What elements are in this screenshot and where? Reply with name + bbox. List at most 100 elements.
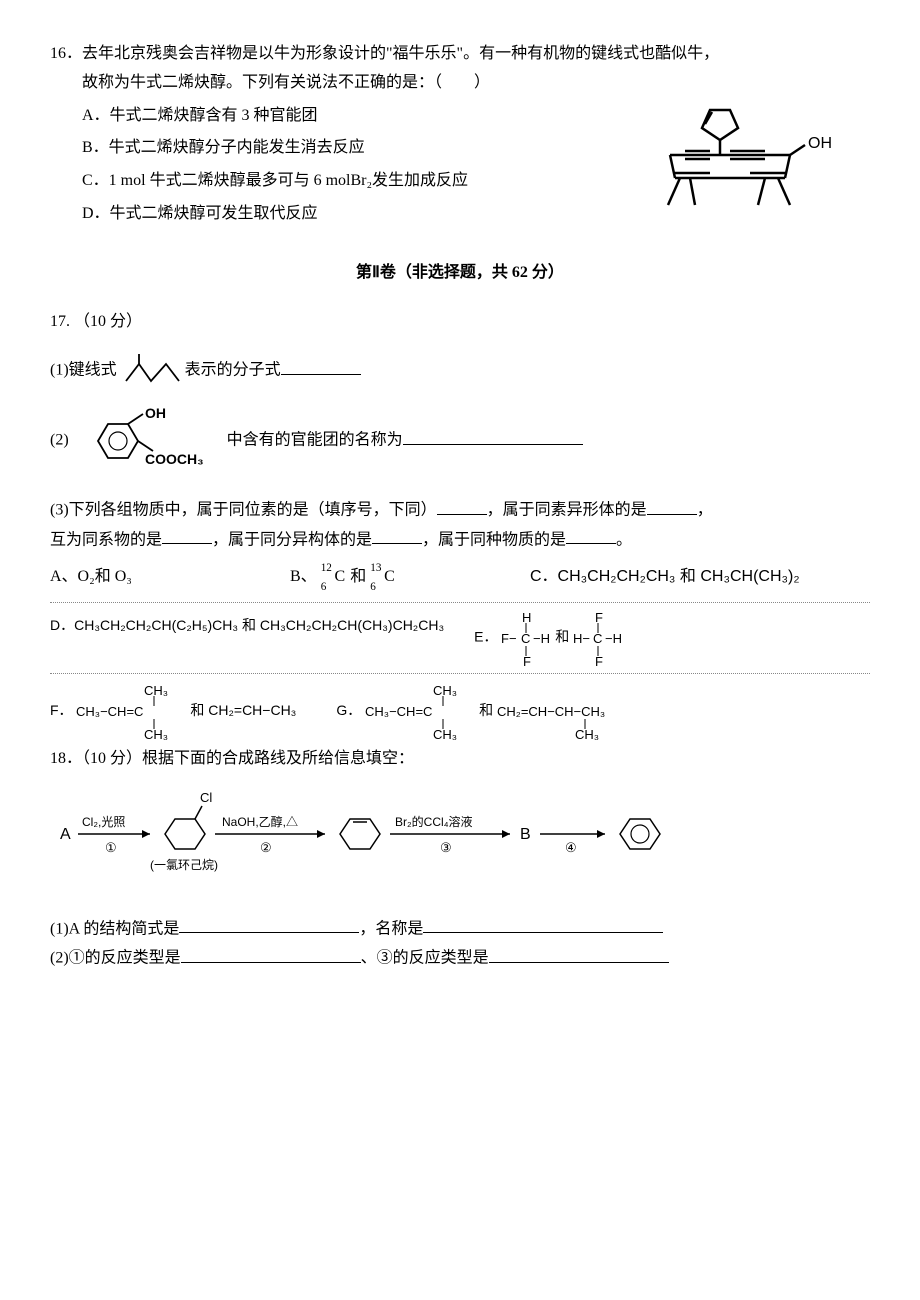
isotope-c13-icon: 136C [370,563,396,592]
synthesis-scheme-icon: A Cl₂,光照 ① Cl (一氯环己烷) NaOH,乙醇,△ ② [50,784,770,884]
q16-stem-line1: 去年北京残奥会吉祥物是以牛为形象设计的"福牛乐乐"。有一种有机物的键线式也酷似牛… [82,45,719,62]
q18-number: 18．（10 分）根据下面的合成路线及所给信息填空： [50,745,870,774]
q18-p1b: ，名称是 [359,920,423,937]
svg-text:Cl₂,光照: Cl₂,光照 [82,815,125,829]
blank-field [423,915,663,934]
svg-text:(一氯环己烷): (一氯环己烷) [150,858,218,872]
q17-part3: (3)下列各组物质中，属于同位素的是（填序号，下同） ，属于同素异形体的是 ， 互为… [50,496,870,739]
svg-text:C: C [521,631,530,646]
oh-text: OH [145,405,166,421]
q17-p3-1a: (3)下列各组物质中，属于同位素的是（填序号，下同） [50,502,437,519]
optg-pre: G． [336,702,361,718]
blank-field [281,356,361,375]
blank-field [566,526,616,545]
cooch3-text: COOCH₃ [145,451,204,467]
q17-p3-2a: 互为同系物的是 [50,531,162,548]
q17-opt-d: D．CH₃CH₂CH₂CH(C₂H₅)CH₃ 和 CH₃CH₂CH₂CH(CH₃… [50,613,444,638]
q16-stem: 16．去年北京残奥会吉祥物是以牛为形象设计的"福牛乐乐"。有一种有机物的键线式也… [50,40,870,69]
optb-and: 和 [350,568,366,585]
svg-text:−H: −H [605,631,622,646]
q17-number: 17. （10 分） [50,308,870,337]
question-18: 18．（10 分）根据下面的合成路线及所给信息填空： A Cl₂,光照 ① Cl… [50,745,870,973]
dotted-divider [50,602,870,603]
svg-text:H: H [522,610,531,625]
q17-opt-e: E． F− C −H H F 和 H− C −H F [474,613,623,663]
oh-label: OH [808,135,832,152]
blank-field [647,496,697,515]
svg-text:CH₃−CH=C: CH₃−CH=C [365,704,432,719]
svg-text:F−: F− [501,631,517,646]
q18-p1a: (1)A 的结构简式是 [50,920,179,937]
q16-number: 16． [50,45,82,62]
methyl-salicylate-icon: OH COOCH₃ [73,406,223,476]
blank-field [372,526,422,545]
blank-field [181,944,361,963]
optf-pre: F． [50,702,73,718]
q17-opt-g: G． CH₃−CH=C CH₃ CH₃ 和 CH₂=CH−CH−CH₃ CH₃ [336,684,647,739]
q17-opt-c: C．CH₃CH₂CH₂CH₃ 和 CH₃CH(CH₃)₂ [530,563,800,592]
q16-stem-line2: 故称为牛式二烯炔醇。下列有关说法不正确的是：（ ） [50,69,870,98]
q17-opt-f: F． CH₃−CH=C CH₃ CH₃ 和 CH₂=CH−CH₃ [50,684,296,739]
optg-and: 和 [479,702,493,718]
svg-text:F: F [595,654,603,669]
svg-text:CH₃: CH₃ [144,727,168,742]
svg-text:F: F [523,654,531,669]
question-16: 16．去年北京残奥会吉祥物是以牛为形象设计的"福牛乐乐"。有一种有机物的键线式也… [50,40,870,229]
svg-text:CH₃: CH₃ [433,683,457,698]
svg-text:CH₃−CH=C: CH₃−CH=C [76,704,143,719]
q16-structure-image: OH [650,100,830,241]
q17-opt-b: B、 126C 和 136C [290,563,490,592]
q17-part1-pre: (1)键线式 [50,362,117,379]
svg-text:Cl: Cl [200,790,212,805]
q18-part1: (1)A 的结构简式是 ，名称是 [50,915,870,944]
cow-molecule-icon: OH [650,100,830,230]
q17-part1: (1)键线式 表示的分子式 [50,356,870,386]
q17-opt-a: A、O₂和 O₃ [50,563,250,592]
q17-p3-2c: ，属于同种物质的是 [422,531,566,548]
opte-pre: E． [474,629,497,645]
svg-text:①: ① [105,840,117,855]
q18-scheme: A Cl₂,光照 ① Cl (一氯环己烷) NaOH,乙醇,△ ② [50,784,870,895]
svg-text:C: C [593,631,602,646]
blank-field [162,526,212,545]
q17-p3-2b: ，属于同分异构体的是 [212,531,372,548]
svg-text:A: A [60,826,71,843]
q17-part2-post: 中含有的官能团的名称为 [227,432,403,449]
q18-p2b: 、③的反应类型是 [361,950,489,967]
chf2h-left-icon: F− C −H H F [501,613,551,663]
q17-part2-pre: (2) [50,432,69,449]
svg-text:CH₃: CH₃ [575,727,599,742]
opte-and: 和 [555,629,573,645]
svg-text:CH₂=CH−CH−CH₃: CH₂=CH−CH−CH₃ [497,704,605,719]
svg-text:F: F [595,610,603,625]
blank-field [179,915,359,934]
blank-field [437,496,487,515]
blank-field [403,426,583,445]
svg-text:④: ④ [565,840,577,855]
isobutylene-icon: CH₃−CH=C CH₃ CH₃ [76,684,186,739]
section-2-title: 第Ⅱ卷（非选择题，共 62 分） [50,259,870,288]
svg-text:B: B [520,826,531,843]
optf-right: CH₂=CH−CH₃ [208,702,296,718]
svg-text:H−: H− [573,631,590,646]
q17-p3-1c: ， [697,502,713,519]
svg-text:NaOH,乙醇,△: NaOH,乙醇,△ [222,814,298,829]
optg-left-icon: CH₃−CH=C CH₃ CH₃ [365,684,475,739]
svg-text:Br₂的CCl₄溶液: Br₂的CCl₄溶液 [395,814,473,829]
q17-p3-1b: ，属于同素异形体的是 [487,502,647,519]
svg-text:③: ③ [440,840,452,855]
dotted-divider [50,673,870,674]
optg-right-icon: CH₂=CH−CH−CH₃ CH₃ [497,684,647,739]
optb-pre: B、 [290,568,317,585]
zigzag-skeletal-icon [121,356,181,386]
chf2h-right-icon: H− C −H F F [573,613,623,663]
q18-p2a: (2)①的反应类型是 [50,950,181,967]
q17-p3-2d: 。 [616,531,632,548]
q17-part2: (2) OH COOCH₃ 中含有的官能团的名称为 [50,406,870,476]
isotope-c12-icon: 126C [321,563,347,592]
svg-text:②: ② [260,840,272,855]
svg-text:CH₃: CH₃ [433,727,457,742]
q18-part2: (2)①的反应类型是 、③的反应类型是 [50,944,870,973]
optf-and: 和 [190,702,208,718]
svg-text:−H: −H [533,631,550,646]
